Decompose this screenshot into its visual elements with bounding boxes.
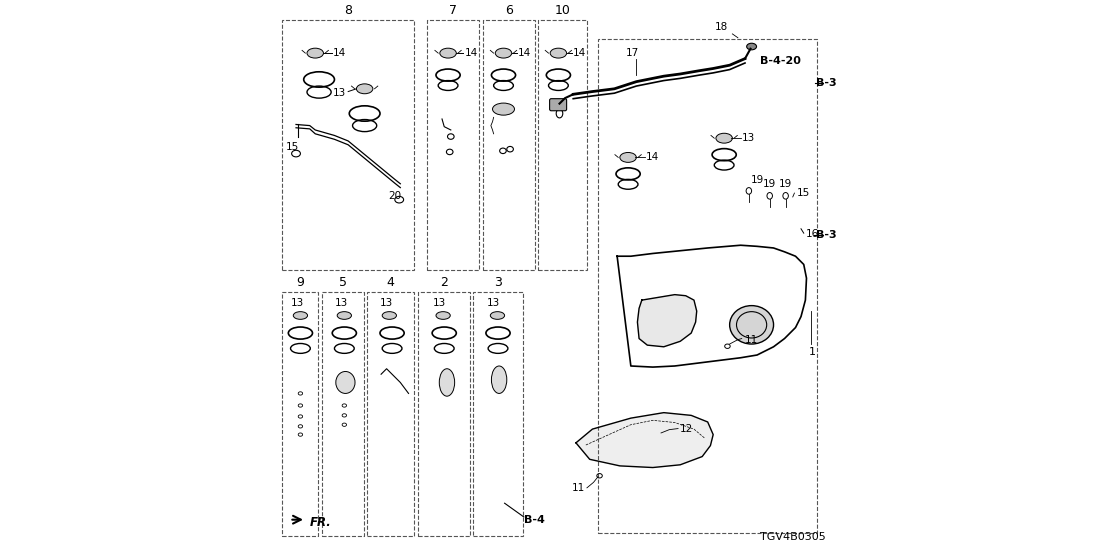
Polygon shape xyxy=(576,413,714,468)
Text: 13: 13 xyxy=(335,299,348,309)
Ellipse shape xyxy=(435,312,450,319)
Ellipse shape xyxy=(307,48,324,58)
Text: B-3: B-3 xyxy=(817,230,837,240)
Ellipse shape xyxy=(747,43,757,50)
Text: 9: 9 xyxy=(296,276,304,289)
Text: 12: 12 xyxy=(680,424,694,434)
Text: 8: 8 xyxy=(345,4,352,17)
Text: 15: 15 xyxy=(797,188,810,198)
Bar xyxy=(473,292,523,536)
Text: 11: 11 xyxy=(745,335,758,345)
Text: 19: 19 xyxy=(763,179,777,189)
Bar xyxy=(427,20,479,270)
Text: 14: 14 xyxy=(332,48,346,58)
Bar xyxy=(537,20,587,270)
Ellipse shape xyxy=(491,312,504,319)
Text: B-3: B-3 xyxy=(817,78,837,88)
Bar xyxy=(598,39,818,534)
Ellipse shape xyxy=(382,312,397,319)
Text: 13: 13 xyxy=(433,299,447,309)
Text: 14: 14 xyxy=(464,48,478,58)
Text: TGV4B0305: TGV4B0305 xyxy=(760,532,825,542)
Ellipse shape xyxy=(495,48,512,58)
Text: 7: 7 xyxy=(449,4,456,17)
Ellipse shape xyxy=(492,366,506,393)
Text: 14: 14 xyxy=(573,48,586,58)
Text: B-4: B-4 xyxy=(524,515,545,525)
Ellipse shape xyxy=(337,312,351,319)
Text: 14: 14 xyxy=(646,152,659,162)
Text: 14: 14 xyxy=(517,48,531,58)
Text: 19: 19 xyxy=(750,175,763,185)
Text: 5: 5 xyxy=(339,276,347,289)
Text: 13: 13 xyxy=(334,88,347,98)
Text: 13: 13 xyxy=(741,133,755,143)
Text: 10: 10 xyxy=(554,4,571,17)
Text: 11: 11 xyxy=(572,483,585,493)
Ellipse shape xyxy=(551,48,566,58)
Ellipse shape xyxy=(619,152,636,162)
Text: 15: 15 xyxy=(286,142,299,152)
Ellipse shape xyxy=(730,306,773,344)
Bar xyxy=(283,20,414,270)
Bar xyxy=(368,292,414,536)
Ellipse shape xyxy=(336,372,355,393)
Text: B-4-20: B-4-20 xyxy=(760,57,801,66)
Text: 6: 6 xyxy=(505,4,513,17)
Bar xyxy=(283,292,318,536)
Text: 20: 20 xyxy=(388,192,401,202)
Text: 4: 4 xyxy=(387,276,394,289)
Text: 13: 13 xyxy=(488,299,501,309)
Text: 2: 2 xyxy=(440,276,448,289)
Text: 16: 16 xyxy=(806,229,819,239)
Text: FR.: FR. xyxy=(310,516,331,529)
FancyBboxPatch shape xyxy=(550,99,566,111)
Text: 17: 17 xyxy=(626,48,639,58)
Ellipse shape xyxy=(440,48,456,58)
Bar xyxy=(322,292,363,536)
Ellipse shape xyxy=(357,84,373,94)
Ellipse shape xyxy=(493,103,514,115)
Text: 18: 18 xyxy=(716,22,729,32)
Ellipse shape xyxy=(294,312,308,319)
Ellipse shape xyxy=(439,369,454,396)
Polygon shape xyxy=(637,295,697,347)
Text: 1: 1 xyxy=(809,347,815,357)
Text: 3: 3 xyxy=(494,276,502,289)
Text: 13: 13 xyxy=(290,299,304,309)
Bar xyxy=(483,20,535,270)
Bar xyxy=(418,292,470,536)
Text: 13: 13 xyxy=(380,299,393,309)
Text: 19: 19 xyxy=(779,179,792,189)
Ellipse shape xyxy=(716,134,732,143)
